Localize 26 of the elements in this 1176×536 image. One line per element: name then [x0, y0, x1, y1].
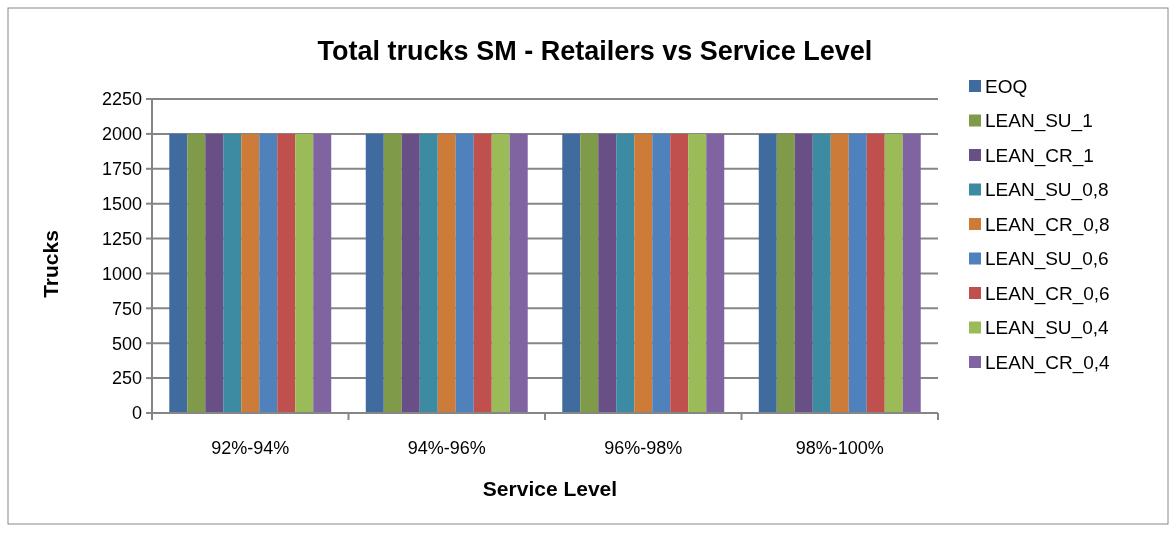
- legend-label: LEAN_CR_0,8: [985, 213, 1110, 236]
- y-tick-label: 500: [111, 333, 142, 354]
- x-tick-label: 92%-94%: [211, 438, 290, 458]
- y-tick-label: 250: [111, 368, 142, 389]
- y-axis-title: Trucks: [39, 230, 62, 298]
- x-tick-label: 94%-96%: [407, 438, 486, 458]
- y-tick-label: 1250: [101, 228, 142, 249]
- legend-label: LEAN_SU_0,6: [985, 248, 1109, 271]
- chart-title: Total trucks SM - Retailers vs Service Level: [317, 36, 873, 66]
- y-tick-label: 1000: [101, 263, 142, 284]
- legend-label: LEAN_CR_0,4: [985, 351, 1111, 374]
- legend-label: LEAN_SU_0,4: [985, 317, 1110, 340]
- x-tick-label: 98%-100%: [795, 438, 884, 458]
- x-tick-label: 96%-98%: [604, 438, 683, 458]
- y-tick-label: 1500: [101, 193, 142, 214]
- y-tick-label: 2000: [101, 124, 142, 145]
- y-tick-label: 750: [111, 298, 142, 319]
- x-axis-title: Service Level: [482, 477, 618, 500]
- legend-label: LEAN_SU_0,8: [985, 179, 1109, 202]
- y-tick-label: 1750: [101, 159, 142, 180]
- y-tick-label: 2250: [101, 89, 142, 110]
- y-tick-label: 0: [131, 403, 142, 424]
- legend-label: LEAN_SU_1: [985, 110, 1093, 133]
- legend-label: EOQ: [985, 75, 1028, 97]
- legend-label: LEAN_CR_0,6: [985, 282, 1110, 305]
- legend-label: LEAN_CR_1: [985, 144, 1094, 167]
